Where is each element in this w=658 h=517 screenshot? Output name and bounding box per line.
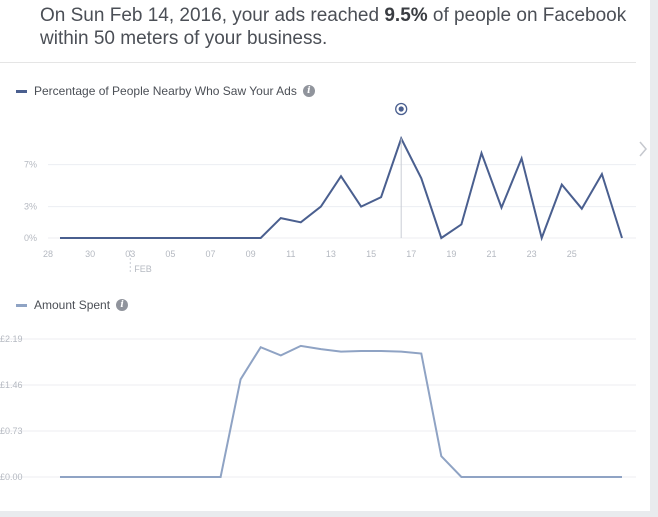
summary-prefix: On Sun Feb 14, 2016, your ads reached xyxy=(40,5,385,26)
x-tick-label: 07 xyxy=(206,249,216,259)
x-tick-label: 11 xyxy=(286,249,295,259)
reach-legend: Percentage of People Nearby Who Saw Your… xyxy=(16,84,315,98)
data-point xyxy=(600,475,604,479)
data-point xyxy=(620,475,624,479)
data-point xyxy=(58,475,62,479)
data-point xyxy=(259,345,263,349)
data-point xyxy=(178,236,182,240)
data-point xyxy=(98,475,102,479)
data-point xyxy=(359,349,363,353)
data-point xyxy=(500,206,504,210)
y-tick-label: £2.19 xyxy=(0,334,23,344)
selected-point-icon xyxy=(395,102,408,116)
data-point xyxy=(138,236,142,240)
data-point xyxy=(560,183,564,187)
data-point xyxy=(359,205,363,209)
x-tick-label: 09 xyxy=(246,249,256,259)
data-point xyxy=(98,236,102,240)
y-tick-label: £0.73 xyxy=(0,426,23,436)
data-point xyxy=(479,475,483,479)
data-point xyxy=(279,216,283,220)
y-tick-label: £0.00 xyxy=(0,472,23,482)
data-point xyxy=(419,176,423,180)
data-point xyxy=(158,475,162,479)
bottom-rail xyxy=(0,511,658,517)
data-point xyxy=(620,236,624,240)
x-tick-label: 13 xyxy=(326,249,336,259)
data-point xyxy=(178,475,182,479)
data-point xyxy=(118,475,122,479)
data-point xyxy=(259,236,263,240)
x-tick-label: 30 xyxy=(85,249,95,259)
data-point xyxy=(158,236,162,240)
reach-legend-swatch xyxy=(16,89,27,93)
spend-chart: £0.00 £0.73 £1.46 £2.19 xyxy=(0,334,636,482)
info-icon[interactable]: i xyxy=(116,299,129,311)
x-tick-label: 19 xyxy=(446,249,456,259)
data-point xyxy=(459,222,463,226)
data-point xyxy=(198,236,202,240)
y-tick-label: £1.46 xyxy=(0,380,23,390)
data-point xyxy=(138,475,142,479)
data-point xyxy=(279,353,283,357)
data-point xyxy=(339,350,343,354)
spend-chart-title: Amount Spent xyxy=(34,298,111,312)
data-point xyxy=(299,220,303,224)
data-point xyxy=(479,151,483,155)
series-line xyxy=(60,344,622,478)
x-tick-label: 05 xyxy=(165,249,175,259)
x-tick-label: 17 xyxy=(406,249,416,259)
y-tick-label: 7% xyxy=(24,160,37,170)
data-point xyxy=(118,236,122,240)
data-point xyxy=(419,351,423,355)
data-point xyxy=(540,475,544,479)
data-point xyxy=(299,344,303,348)
data-point xyxy=(239,377,243,381)
x-tick-label: 25 xyxy=(567,249,577,259)
data-point xyxy=(399,350,403,354)
data-point xyxy=(520,475,524,479)
data-point xyxy=(580,207,584,211)
reach-summary: On Sun Feb 14, 2016, your ads reached 9.… xyxy=(40,4,630,50)
x-tick-label: 15 xyxy=(366,249,376,259)
data-point xyxy=(58,236,62,240)
y-tick-label: 0% xyxy=(24,233,37,243)
info-icon[interactable]: i xyxy=(302,85,315,97)
spend-legend-swatch xyxy=(16,303,27,307)
data-point xyxy=(459,475,463,479)
series-line xyxy=(60,135,623,242)
data-point xyxy=(198,475,202,479)
data-point xyxy=(219,475,223,479)
data-point xyxy=(540,236,544,240)
month-label: FEB xyxy=(134,264,152,274)
reach-percentage: 9.5% xyxy=(384,5,428,26)
data-point xyxy=(439,454,443,458)
x-tick-label: 21 xyxy=(486,249,496,259)
scroll-rail xyxy=(650,0,658,517)
data-point xyxy=(379,195,383,199)
data-point xyxy=(379,349,383,353)
data-point xyxy=(78,236,82,240)
summary-suffix: of people on Facebook within 50 meters o… xyxy=(40,5,627,49)
y-tick-label: 3% xyxy=(24,202,37,212)
data-point xyxy=(219,236,223,240)
data-point xyxy=(319,347,323,351)
x-tick-label: 23 xyxy=(527,249,537,259)
data-point xyxy=(339,174,343,178)
chevron-right-icon[interactable] xyxy=(638,140,648,158)
data-point xyxy=(520,156,524,160)
data-point xyxy=(439,236,443,240)
spend-legend: Amount Spent i xyxy=(16,298,129,312)
reach-chart-title: Percentage of People Nearby Who Saw Your… xyxy=(34,84,297,98)
data-point xyxy=(319,205,323,209)
data-point xyxy=(600,172,604,176)
data-point xyxy=(239,236,243,240)
data-point xyxy=(580,475,584,479)
divider xyxy=(0,62,636,63)
x-tick-label: 28 xyxy=(43,249,53,259)
data-point xyxy=(560,475,564,479)
data-point xyxy=(500,475,504,479)
data-point xyxy=(78,475,82,479)
